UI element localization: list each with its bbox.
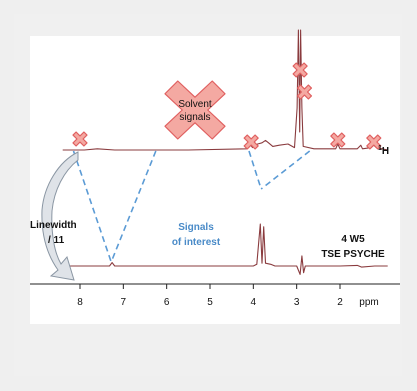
- x-tick-label: 5: [207, 297, 213, 308]
- solvent-x-mark-shape: [296, 84, 313, 100]
- x-axis-label: ppm: [359, 297, 378, 308]
- x-tick-label: 6: [164, 297, 170, 308]
- x-tick-label: 4: [251, 297, 257, 308]
- solvent-legend-mark-shape: [164, 80, 226, 140]
- sequence-label-line1: 4 W5: [341, 234, 365, 245]
- solvent-x-mark: [330, 132, 346, 148]
- solvent-label-line1: Solvent: [178, 99, 212, 110]
- solvent-x-mark: [72, 131, 88, 147]
- x-tick-label: 2: [337, 297, 343, 308]
- x-tick-label: 3: [294, 297, 300, 308]
- nmr-figure: 8 7 6 5 4 3 2 ppm Solvent signals 1H Linewidth / 11 S…: [30, 29, 400, 324]
- solvent-x-mark: [366, 134, 382, 150]
- solvent-x-mark: [292, 62, 308, 78]
- figure-panel: 8 7 6 5 4 3 2 ppm Solvent signals 1H Linewidth / 11 S…: [14, 14, 402, 376]
- solvent-x-mark-shape: [72, 131, 88, 147]
- linewidth-label-line1: Linewidth: [30, 220, 77, 231]
- sequence-label-line2: TSE PSYCHE: [321, 249, 385, 260]
- signals-label-line2: of interest: [172, 237, 221, 248]
- solvent-x-mark-shape: [243, 134, 259, 150]
- solvent-legend-mark: [164, 80, 226, 140]
- signals-label-line1: Signals: [178, 222, 214, 233]
- spectrum-psyche: [62, 223, 388, 275]
- dashed-guide-right-2: [260, 150, 311, 190]
- solvent-label-line2: signals: [179, 112, 210, 123]
- x-tick-label: 7: [121, 297, 127, 308]
- h1-label: 1H: [378, 145, 389, 157]
- solvent-x-mark: [243, 134, 259, 150]
- dashed-guide-right-1: [248, 150, 262, 190]
- linewidth-arrow: [41, 151, 79, 281]
- solvent-x-mark: [296, 84, 313, 100]
- plot-background: [30, 36, 400, 324]
- solvent-x-mark-shape: [292, 62, 308, 78]
- solvent-x-mark-shape: [366, 134, 382, 150]
- solvent-x-mark-shape: [330, 132, 346, 148]
- linewidth-label-line2: / 11: [48, 235, 65, 246]
- x-tick-label: 8: [77, 297, 83, 308]
